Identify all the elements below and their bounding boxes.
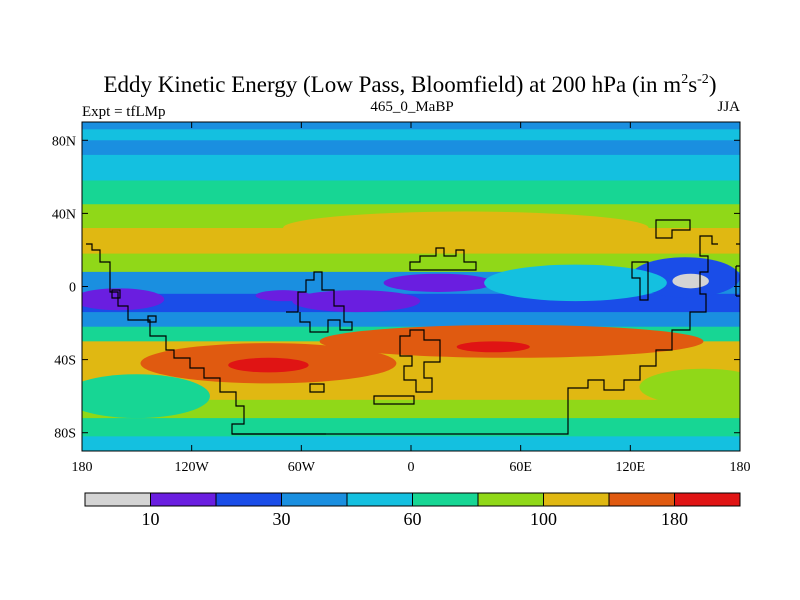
contour-blob — [82, 288, 165, 311]
colorbar-swatch — [84, 492, 151, 507]
lat-band — [82, 381, 740, 401]
lat-band — [82, 418, 740, 437]
colorbar-swatch — [608, 492, 675, 507]
colorbar-swatch — [477, 492, 544, 507]
colorbar-label: 60 — [404, 509, 422, 529]
x-tick-label: 180 — [72, 460, 93, 475]
x-tick-label: 120E — [616, 460, 646, 475]
contour-blob — [672, 273, 709, 289]
colorbar-swatch — [281, 492, 348, 507]
contour-blob — [639, 368, 740, 406]
colorbar-swatch — [543, 492, 610, 507]
lat-band — [82, 436, 740, 451]
x-tick-label: 180 — [730, 460, 751, 475]
x-tick-label: 120W — [175, 460, 210, 475]
contour-field — [82, 122, 740, 451]
y-tick-label: 40S — [54, 354, 76, 369]
center-subtitle: 465_0_MaBP — [370, 99, 453, 115]
contour-blob — [82, 374, 210, 419]
colorbar-swatch — [674, 492, 741, 507]
x-axis: 180 120W 60W 0 60E 120E 180 — [72, 122, 751, 475]
y-tick-label: 80N — [52, 134, 76, 149]
island-outline-1 — [373, 395, 415, 405]
east-coast-outline — [735, 243, 740, 297]
x-tick-label: 60W — [288, 460, 316, 475]
contour-blob — [456, 341, 530, 353]
colorbar-label: 180 — [661, 509, 688, 529]
contour-blob — [292, 290, 421, 313]
colorbar-label: 10 — [142, 509, 160, 529]
colorbar-label: 30 — [273, 509, 291, 529]
colorbar-swatch — [215, 492, 282, 507]
contour-blob — [383, 273, 494, 292]
colorbar-label: 100 — [530, 509, 557, 529]
contour-blob — [283, 211, 649, 245]
lat-band — [82, 180, 740, 205]
island-outline-2 — [309, 383, 325, 393]
x-tick-label: 60E — [509, 460, 532, 475]
lat-band — [82, 312, 740, 328]
lat-band — [82, 154, 740, 182]
australia-outline — [399, 329, 441, 393]
colorbar: 10 30 60 100 180 — [84, 492, 741, 529]
antarctic-outline — [232, 235, 718, 435]
central-america-outline — [286, 271, 353, 333]
left-subtitle: Expt = tfLMp — [82, 104, 165, 120]
north-pacific-islands — [655, 219, 691, 239]
south-america-outline — [86, 243, 326, 435]
colorbar-swatch — [412, 492, 479, 507]
lat-band — [82, 140, 740, 156]
contour-blob — [484, 264, 667, 302]
y-tick-label: 40N — [52, 207, 76, 222]
contour-blob — [319, 324, 704, 358]
pacific-islands — [631, 261, 649, 301]
africa-outline — [409, 247, 477, 271]
colorbar-swatch — [346, 492, 413, 507]
contour-blob — [228, 357, 309, 373]
lat-band — [82, 399, 740, 419]
lat-band — [82, 129, 740, 141]
coastline-outlines — [86, 219, 740, 435]
colorbar-swatch — [150, 492, 217, 507]
right-subtitle: JJA — [717, 99, 740, 115]
small-island-2 — [147, 315, 157, 323]
small-island-1 — [111, 289, 121, 299]
y-axis: 80N 40N 0 40S 80S — [52, 134, 740, 442]
y-tick-label: 80S — [54, 427, 76, 442]
y-tick-label: 0 — [69, 281, 76, 296]
chart-title: Eddy Kinetic Energy (Low Pass, Bloomfiel… — [104, 72, 717, 97]
x-tick-label: 0 — [408, 460, 415, 475]
